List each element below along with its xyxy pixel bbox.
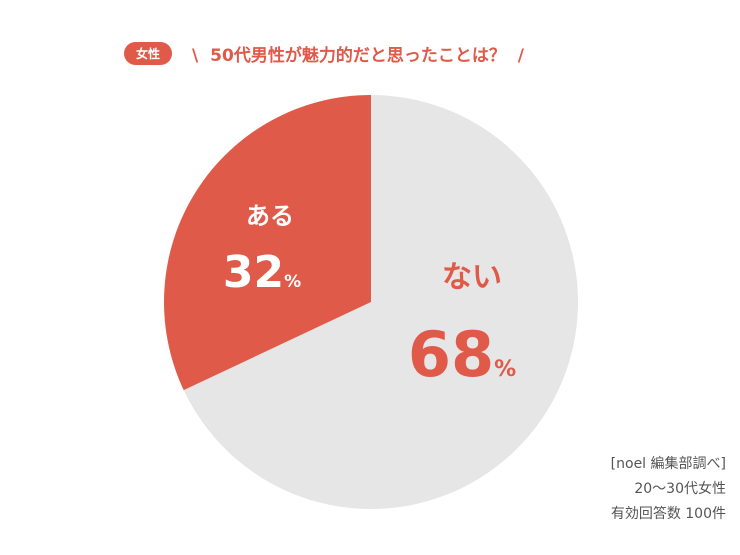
source-line-1: [noel 編集部調べ]	[610, 456, 726, 472]
source-line-3: 有効回答数 100件	[610, 506, 726, 522]
question-title: \ 50代男性が魅力的だと思ったことは？ /	[186, 41, 530, 66]
chart-header: 女性 \ 50代男性が魅力的だと思ったことは？ /	[124, 38, 530, 68]
slice-label-aru: ある	[246, 202, 294, 230]
slash-left: \	[192, 45, 199, 66]
pie-slice-aru	[163, 95, 371, 391]
source-note: [noel 編集部調べ] 20〜30代女性 有効回答数 100件	[611, 452, 726, 527]
pie-slice-nai	[183, 95, 578, 510]
slice-value-aru: 32%	[223, 247, 301, 298]
source-line-2: 20〜30代女性	[634, 481, 726, 497]
slice-value-nai: 68%	[408, 318, 516, 391]
question-text: 50代男性が魅力的だと思ったことは？	[210, 45, 506, 66]
slice-label-nai: ない	[442, 260, 502, 295]
slash-right: /	[517, 45, 524, 66]
gender-badge: 女性	[124, 41, 173, 65]
